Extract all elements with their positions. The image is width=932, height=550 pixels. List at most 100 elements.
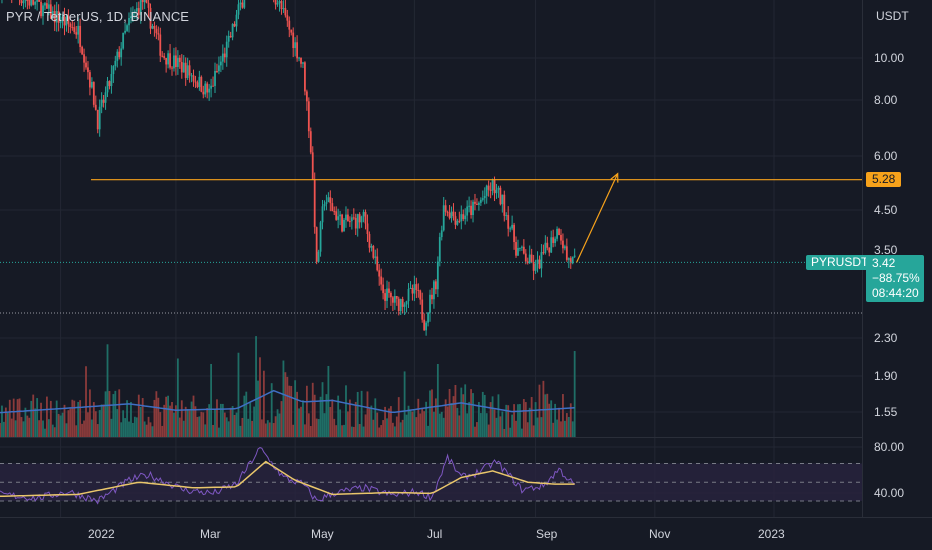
volume-bar xyxy=(388,408,390,437)
candle-body xyxy=(286,15,289,21)
candle-body xyxy=(468,205,471,207)
candle-body xyxy=(382,284,385,294)
volume-bar xyxy=(556,419,558,437)
candle-body xyxy=(390,292,392,298)
candle-body xyxy=(311,152,314,180)
volume-bar xyxy=(550,400,553,437)
candle-body xyxy=(100,99,103,107)
volume-bar xyxy=(515,420,517,437)
rsi-ma-line xyxy=(0,460,575,498)
volume-bar xyxy=(4,407,7,437)
volume-bar xyxy=(499,416,502,437)
volume-bar xyxy=(255,336,257,437)
volume-bar xyxy=(503,428,506,437)
volume-bar xyxy=(376,412,379,437)
volume-bar xyxy=(319,396,322,437)
volume-bar xyxy=(292,424,295,437)
candle-body xyxy=(450,211,453,219)
volume-bar xyxy=(413,410,416,437)
volume-bar xyxy=(403,371,406,437)
candle-body xyxy=(206,83,209,93)
candle-body xyxy=(94,104,97,110)
candle-body xyxy=(331,203,334,212)
volume-bar xyxy=(24,407,27,437)
volume-bar xyxy=(130,401,132,437)
volume-bar xyxy=(358,424,361,437)
candle-body xyxy=(235,14,238,27)
candle-body xyxy=(288,20,291,30)
candle-body xyxy=(184,62,187,78)
candle-body xyxy=(345,214,347,220)
volume-bar xyxy=(440,411,443,437)
volume-bar xyxy=(436,363,439,437)
volume-bar xyxy=(253,406,256,437)
candle-body xyxy=(192,75,195,82)
volume-bar xyxy=(558,407,560,437)
candle-body xyxy=(409,287,412,289)
volume-bar xyxy=(34,408,37,437)
volume-bar xyxy=(188,410,191,437)
volume-bar xyxy=(61,412,64,437)
volume-bar xyxy=(472,393,474,437)
candle-body xyxy=(513,224,515,243)
volume-bar xyxy=(530,397,533,437)
candle-body xyxy=(137,8,140,15)
time-label: Nov xyxy=(649,527,671,541)
time-label: 2022 xyxy=(88,527,115,541)
volume-bar xyxy=(100,404,103,437)
candle-body xyxy=(161,55,164,57)
volume-bar xyxy=(282,360,285,437)
volume-tick: 1.55 xyxy=(874,405,898,419)
candle-body xyxy=(81,46,83,55)
candle-body xyxy=(329,197,332,204)
volume-bar xyxy=(237,352,240,437)
volume-bar xyxy=(341,425,343,437)
volume-bar xyxy=(235,412,238,437)
candle-body xyxy=(89,72,91,88)
time-label: Jul xyxy=(427,527,443,541)
candle-body xyxy=(548,247,551,253)
volume-bar xyxy=(108,391,111,437)
volume-bar xyxy=(509,427,512,437)
candle-body xyxy=(300,57,302,64)
volume-bar xyxy=(333,418,336,437)
volume-bar xyxy=(57,413,60,437)
candle-body xyxy=(519,247,521,249)
candle-body xyxy=(323,203,326,207)
volume-bar xyxy=(417,398,420,437)
candle-body xyxy=(493,179,496,194)
candle-body xyxy=(337,216,340,220)
candle-body xyxy=(110,74,113,87)
candle-body xyxy=(219,61,222,66)
volume-bar xyxy=(239,425,242,437)
volume-bar xyxy=(192,395,195,437)
candle-body xyxy=(290,29,293,33)
volume-layer xyxy=(0,336,576,437)
price-tick: 10.00 xyxy=(874,51,905,65)
volume-bar xyxy=(427,425,429,437)
candle-body xyxy=(407,288,410,302)
volume-bar xyxy=(524,402,527,437)
volume-bar xyxy=(554,403,557,437)
volume-bar xyxy=(83,420,85,437)
candle-body xyxy=(401,298,404,307)
volume-bar xyxy=(309,426,312,437)
candle-body xyxy=(124,30,126,33)
volume-bar xyxy=(71,399,74,437)
volume-bar xyxy=(128,421,130,437)
volume-bar xyxy=(534,402,537,437)
candle-body xyxy=(61,16,64,22)
volume-bar xyxy=(75,425,78,437)
candle-body xyxy=(126,25,128,31)
candle-body xyxy=(26,0,29,1)
volume-bar xyxy=(73,400,76,437)
candle-body xyxy=(429,294,431,313)
volume-bar xyxy=(184,406,187,437)
candle-body xyxy=(233,23,236,27)
candle-body xyxy=(284,8,287,16)
candle-body xyxy=(454,216,457,225)
candle-body xyxy=(352,217,355,219)
symbol-title[interactable]: PYR / TetherUS, 1D, BINANCE xyxy=(6,9,190,24)
volume-bar xyxy=(32,394,35,437)
volume-bar xyxy=(526,422,529,437)
